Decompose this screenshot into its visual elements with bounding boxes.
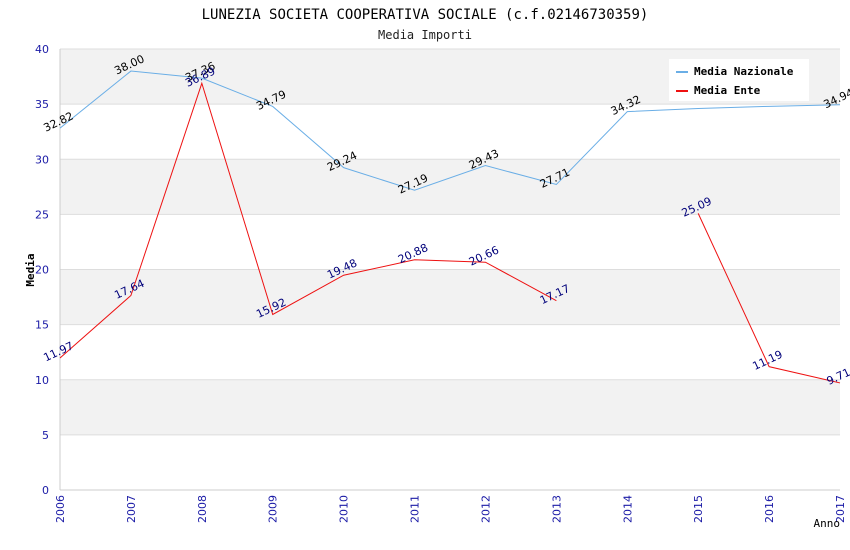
plot-band bbox=[60, 104, 840, 160]
chart-subtitle: Media Importi bbox=[378, 28, 472, 42]
series-group bbox=[59, 70, 841, 384]
plot-band bbox=[60, 434, 840, 490]
plot-bands bbox=[60, 49, 840, 490]
legend-box bbox=[669, 59, 809, 101]
y-tick-label: 30 bbox=[35, 153, 49, 166]
y-tick-label: 10 bbox=[35, 374, 49, 387]
x-tick-label: 2007 bbox=[125, 495, 138, 523]
legend-label-media-ente: Media Ente bbox=[694, 84, 761, 97]
chart-title: LUNEZIA SOCIETA COOPERATIVA SOCIALE (c.f… bbox=[202, 7, 649, 23]
x-tick-label: 2009 bbox=[267, 495, 280, 523]
legend: Media Nazionale Media Ente bbox=[669, 59, 809, 101]
y-tick-label: 20 bbox=[35, 264, 49, 277]
y-axis-label: Media bbox=[24, 253, 37, 286]
plot-band bbox=[60, 379, 840, 435]
series-line-media-ente bbox=[697, 213, 841, 384]
x-tick-label: 2016 bbox=[763, 495, 776, 523]
plot-band bbox=[60, 324, 840, 380]
y-tick-label: 35 bbox=[35, 98, 49, 111]
series-line-media-ente bbox=[59, 81, 557, 359]
x-tick-label: 2012 bbox=[479, 495, 492, 523]
x-tick-label: 2011 bbox=[409, 495, 422, 523]
x-tick-labels: 2006 2007 2008 2009 2010 2011 2012 2013 2014 2015… bbox=[54, 495, 847, 523]
y-tick-label: 25 bbox=[35, 208, 49, 221]
plot-band bbox=[60, 214, 840, 270]
x-tick-label: 2008 bbox=[196, 495, 209, 523]
y-tick-label: 0 bbox=[42, 484, 49, 497]
plot-band bbox=[60, 159, 840, 215]
legend-label-media-nazionale: Media Nazionale bbox=[694, 65, 794, 78]
x-tick-label: 2013 bbox=[550, 495, 563, 523]
y-tick-label: 15 bbox=[35, 319, 49, 332]
x-tick-label: 2010 bbox=[338, 495, 351, 523]
series-line-media-nazionale bbox=[59, 70, 841, 191]
x-tick-label: 2006 bbox=[54, 495, 67, 523]
plot-band bbox=[60, 269, 840, 325]
y-tick-labels: 0 5 10 15 20 25 30 35 40 bbox=[35, 43, 49, 497]
y-tick-label: 5 bbox=[42, 429, 49, 442]
x-tick-label: 2015 bbox=[692, 495, 705, 523]
x-tick-label: 2017 bbox=[834, 495, 847, 523]
y-tick-label: 40 bbox=[35, 43, 49, 56]
x-axis-label: Anno bbox=[814, 517, 841, 530]
x-tick-label: 2014 bbox=[621, 495, 634, 523]
